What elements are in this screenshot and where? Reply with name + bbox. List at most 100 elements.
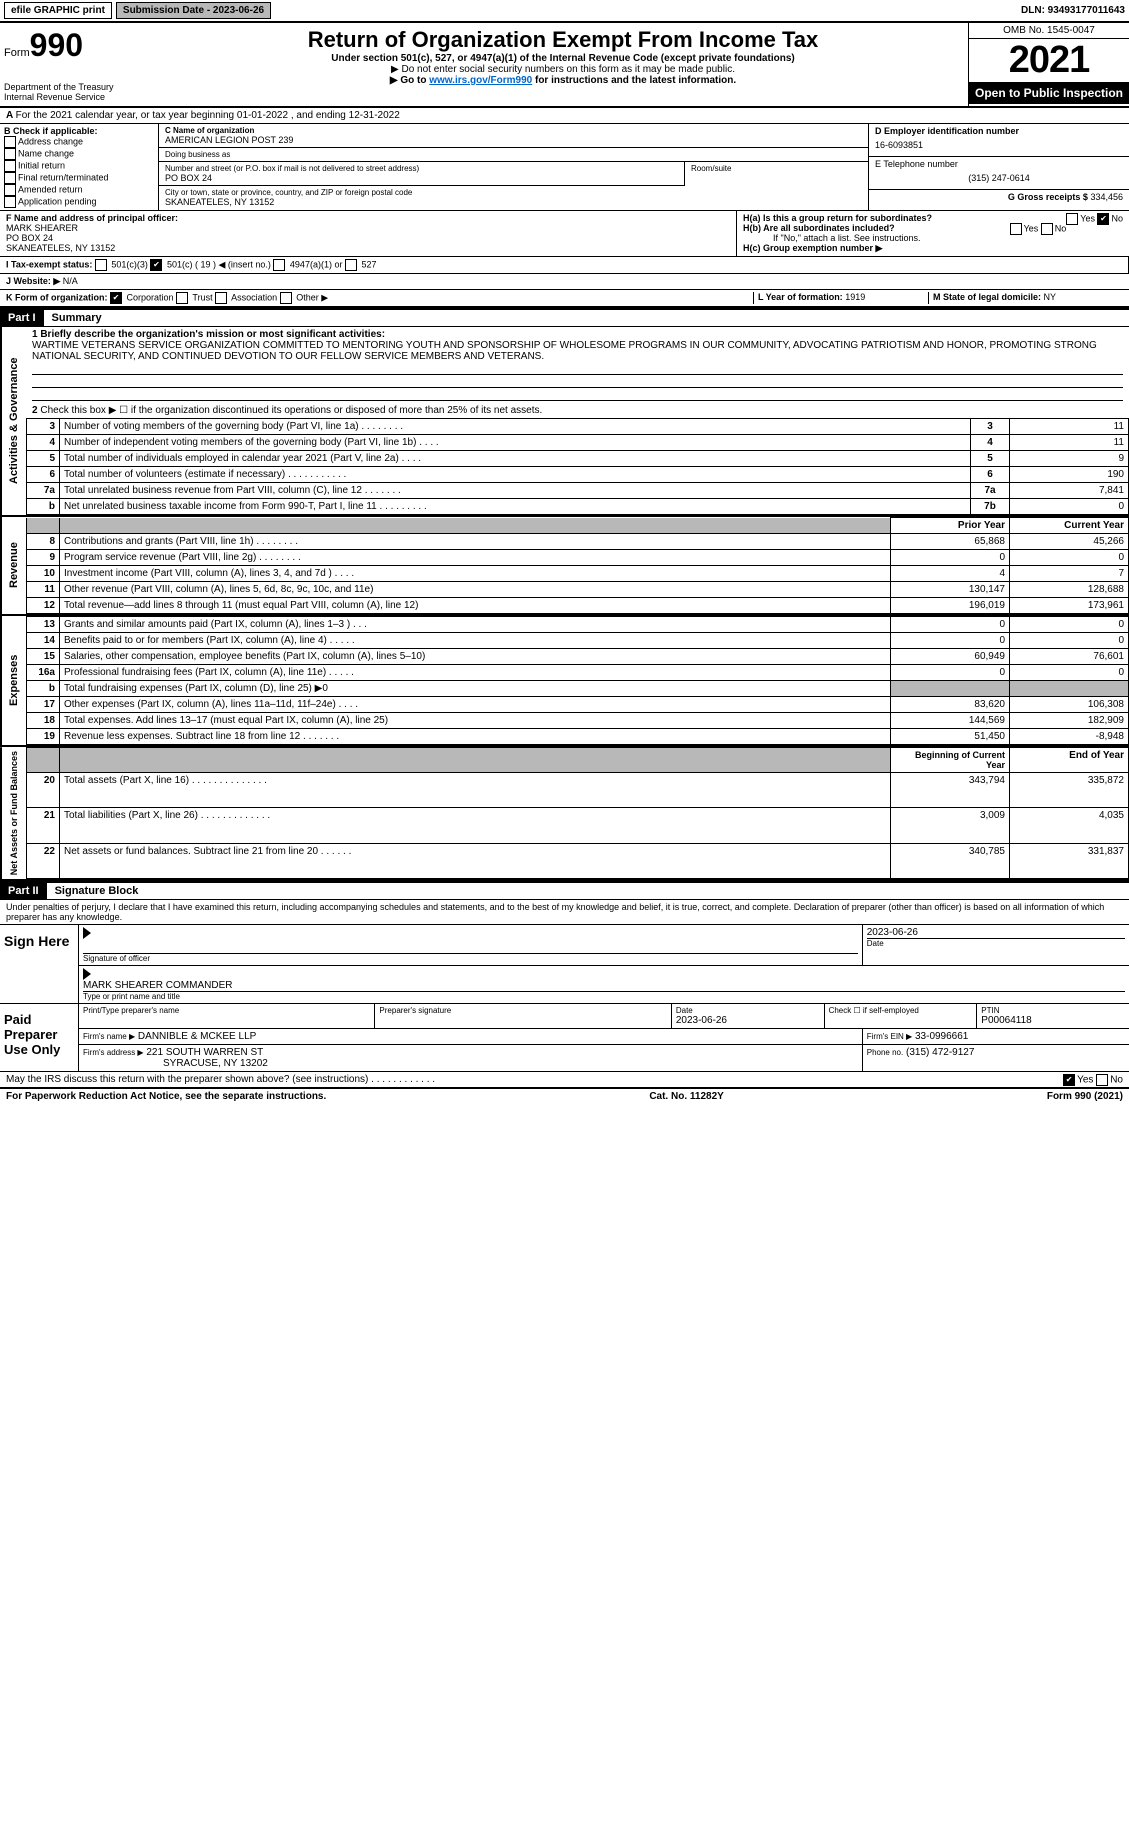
dln: DLN: 93493177011643 <box>1021 5 1125 16</box>
firm-ein: 33-0996661 <box>915 1031 968 1042</box>
netassets-table: Beginning of Current Year End of Year 20… <box>26 747 1129 879</box>
firm-phone-label: Phone no. <box>867 1048 903 1057</box>
ein-value: 16-6093851 <box>875 136 1123 154</box>
revenue-table: Prior Year Current Year 8Contributions a… <box>26 517 1129 614</box>
section-h: H(a) Is this a group return for subordin… <box>737 211 1129 256</box>
section-b: B Check if applicable: Address change Na… <box>0 124 159 210</box>
current-year-header: Current Year <box>1010 518 1129 534</box>
submission-date: Submission Date - 2023-06-26 <box>116 2 271 19</box>
form-label: Form <box>4 47 30 59</box>
check-assoc[interactable] <box>215 292 227 304</box>
table-row: 17Other expenses (Part IX, column (A), l… <box>27 697 1129 713</box>
penalty-statement: Under penalties of perjury, I declare th… <box>0 900 1129 925</box>
section-d: D Employer identification number 16-6093… <box>869 124 1129 210</box>
hb-no-check[interactable] <box>1041 223 1053 235</box>
table-row: 21Total liabilities (Part X, line 26) . … <box>27 808 1129 843</box>
sig-date: 2023-06-26 <box>867 927 1125 938</box>
part1-title: Summary <box>44 312 102 324</box>
check-4947[interactable] <box>273 259 285 271</box>
print-name-label: Type or print name and title <box>83 991 1125 1001</box>
officer-city: SKANEATELES, NY 13152 <box>6 243 730 253</box>
prep-date-label: Date <box>676 1006 820 1015</box>
table-row: 7aTotal unrelated business revenue from … <box>27 483 1129 499</box>
arrow-icon <box>83 927 91 939</box>
end-year-header: End of Year <box>1010 748 1129 773</box>
state-value: NY <box>1044 292 1057 302</box>
top-bar: efile GRAPHIC print Submission Date - 20… <box>0 0 1129 23</box>
ha-label: H(a) Is this a group return for subordin… <box>743 213 932 223</box>
table-row: 10Investment income (Part VIII, column (… <box>27 566 1129 582</box>
hb-yes-check[interactable] <box>1010 223 1022 235</box>
check-other[interactable] <box>280 292 292 304</box>
form-number: 990 <box>30 27 83 63</box>
q2-text: Check this box ▶ ☐ if the organization d… <box>40 405 542 416</box>
dba-label: Doing business as <box>165 150 862 159</box>
officer-street: PO BOX 24 <box>6 233 730 243</box>
row-j-label: J Website: ▶ <box>6 276 60 287</box>
checkbox-pending[interactable] <box>4 196 16 208</box>
prep-date: 2023-06-26 <box>676 1015 820 1026</box>
preparer-name-label: Print/Type preparer's name <box>83 1006 370 1015</box>
irs-link[interactable]: www.irs.gov/Form990 <box>429 75 532 86</box>
self-employed-check: Check ☐ if self-employed <box>825 1004 978 1028</box>
note-ssn: ▶ Do not enter social security numbers o… <box>162 64 964 75</box>
begin-year-header: Beginning of Current Year <box>891 748 1010 773</box>
checkbox-address[interactable] <box>4 136 16 148</box>
checkbox-amended[interactable] <box>4 184 16 196</box>
firm-phone: (315) 472-9127 <box>906 1047 974 1058</box>
table-row: 13Grants and similar amounts paid (Part … <box>27 617 1129 633</box>
ptin-value: P00064118 <box>981 1015 1125 1026</box>
prior-year-header: Prior Year <box>891 518 1010 534</box>
gross-label: G Gross receipts $ <box>1008 192 1088 202</box>
table-row: 3Number of voting members of the governi… <box>27 419 1129 435</box>
table-row: 15Salaries, other compensation, employee… <box>27 649 1129 665</box>
omb-number: OMB No. 1545-0047 <box>969 23 1129 39</box>
sign-here-label: Sign Here <box>0 925 79 1003</box>
check-501c3[interactable] <box>95 259 107 271</box>
check-527[interactable] <box>345 259 357 271</box>
table-row: 5Total number of individuals employed in… <box>27 451 1129 467</box>
netassets-label: Net Assets or Fund Balances <box>0 747 26 879</box>
section-b-label: B Check if applicable: <box>4 126 154 136</box>
street-value: PO BOX 24 <box>165 173 678 183</box>
irs-label: Internal Revenue Service <box>4 92 154 102</box>
check-corp[interactable]: ✔ <box>110 292 122 304</box>
footer-right: Form 990 (2021) <box>1047 1091 1123 1102</box>
open-public: Open to Public Inspection <box>969 82 1129 104</box>
section-f: F Name and address of principal officer:… <box>0 211 737 256</box>
table-row: 22Net assets or fund balances. Subtract … <box>27 843 1129 878</box>
hb-label: H(b) Are all subordinates included? <box>743 223 895 233</box>
discuss-yes-check[interactable]: ✔ <box>1063 1074 1075 1086</box>
q1-label: 1 Briefly describe the organization's mi… <box>32 329 1123 340</box>
officer-print-name: MARK SHEARER COMMANDER <box>83 980 1125 991</box>
table-row: 14Benefits paid to or for members (Part … <box>27 633 1129 649</box>
expenses-table: 13Grants and similar amounts paid (Part … <box>26 616 1129 745</box>
discuss-no-check[interactable] <box>1096 1074 1108 1086</box>
form-title: Return of Organization Exempt From Incom… <box>162 27 964 53</box>
ha-yes-check[interactable] <box>1066 213 1078 225</box>
checkbox-initial[interactable] <box>4 160 16 172</box>
checkbox-final[interactable] <box>4 172 16 184</box>
phone-value: (315) 247-0614 <box>875 169 1123 187</box>
discuss-text: May the IRS discuss this return with the… <box>6 1074 435 1085</box>
table-row: bNet unrelated business taxable income f… <box>27 499 1129 515</box>
checkbox-name[interactable] <box>4 148 16 160</box>
check-501c[interactable]: ✔ <box>150 259 162 271</box>
table-row: 12Total revenue—add lines 8 through 11 (… <box>27 598 1129 614</box>
part1-header: Part I <box>0 310 44 326</box>
footer-left: For Paperwork Reduction Act Notice, see … <box>6 1091 326 1102</box>
tax-year: 2021 <box>969 39 1129 82</box>
ha-no-check[interactable]: ✔ <box>1097 213 1109 225</box>
dept-treasury: Department of the Treasury <box>4 82 154 92</box>
state-label: M State of legal domicile: <box>933 292 1041 302</box>
part2-header: Part II <box>0 883 47 899</box>
governance-label: Activities & Governance <box>0 327 26 515</box>
gross-value: 334,456 <box>1090 192 1123 202</box>
table-row: 20Total assets (Part X, line 16) . . . .… <box>27 773 1129 808</box>
expenses-label: Expenses <box>0 616 26 745</box>
row-i-label: I Tax-exempt status: <box>6 259 92 269</box>
street-label: Number and street (or P.O. box if mail i… <box>165 164 678 173</box>
paid-preparer-label: Paid Preparer Use Only <box>0 1004 79 1071</box>
officer-name: MARK SHEARER <box>6 223 730 233</box>
check-trust[interactable] <box>176 292 188 304</box>
